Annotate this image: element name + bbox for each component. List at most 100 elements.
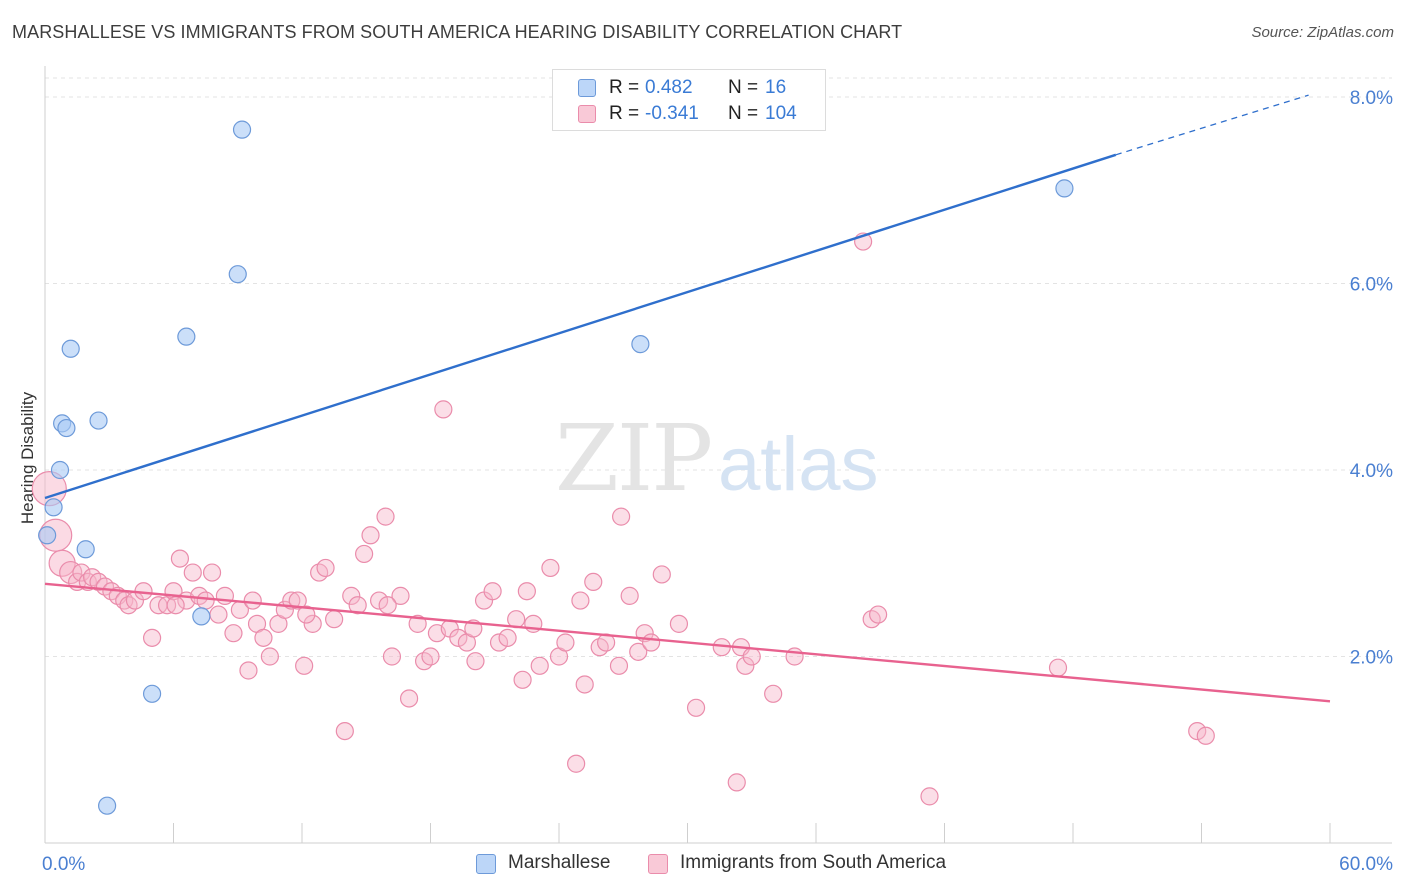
immigrants-point xyxy=(517,582,536,601)
immigrants-point xyxy=(620,586,639,605)
immigrants-point xyxy=(183,563,202,582)
immigrants-point xyxy=(382,647,402,666)
marshallese-point xyxy=(76,540,95,559)
marshallese-point xyxy=(232,120,252,139)
x-tick-label: 60.0% xyxy=(1339,854,1393,875)
y-tick-label: 2.0% xyxy=(1350,648,1393,669)
marshallese-trend-line xyxy=(44,153,1117,500)
immigrants-point xyxy=(391,586,410,605)
immigrants-point xyxy=(434,400,453,419)
immigrants-point xyxy=(378,596,397,615)
immigrants-point xyxy=(72,563,91,582)
immigrants-point xyxy=(1188,721,1207,741)
immigrants-point xyxy=(764,684,783,703)
immigrants-point xyxy=(629,642,648,661)
y-tick-label: 6.0% xyxy=(1350,275,1393,296)
immigrants-point xyxy=(297,605,316,624)
immigrants-point xyxy=(556,633,575,652)
marshallese-point xyxy=(44,498,63,517)
immigrants-point xyxy=(785,647,804,666)
r-label: R = xyxy=(609,77,640,98)
immigrants-point xyxy=(316,558,335,578)
immigrants-point xyxy=(170,549,190,568)
n-value: 16 xyxy=(765,77,787,98)
marshallese-point xyxy=(98,796,117,815)
immigrants-point xyxy=(641,633,661,652)
marshallese-point xyxy=(89,411,108,430)
immigrants-point xyxy=(376,507,395,526)
immigrants-point xyxy=(142,628,162,647)
marshallese-point xyxy=(192,607,211,626)
correlation-legend: R = 0.482 N = 16 R = -0.341 N = 104 xyxy=(552,69,826,131)
immigrants-point xyxy=(303,614,322,633)
watermark-zip: ZIP xyxy=(555,405,711,512)
immigrants-point xyxy=(575,675,594,694)
immigrants-point xyxy=(342,586,361,605)
immigrants-point xyxy=(239,661,258,680)
immigrants-point xyxy=(920,787,939,806)
y-axis-label: Hearing Disability xyxy=(18,391,37,524)
immigrants-point xyxy=(260,647,279,666)
immigrants-point xyxy=(449,628,468,647)
y-tick-label: 8.0% xyxy=(1350,88,1393,109)
marshallese-point xyxy=(61,339,80,358)
r-value: 0.482 xyxy=(645,77,693,98)
watermark-atlas: atlas xyxy=(718,422,879,507)
immigrants-trend-line xyxy=(44,582,1331,703)
marshallese-point xyxy=(142,684,162,703)
immigrants-point xyxy=(669,614,689,633)
immigrants-point xyxy=(355,544,374,564)
immigrants-point xyxy=(567,754,586,773)
immigrants-point xyxy=(541,558,560,578)
marshallese-point xyxy=(177,327,196,346)
immigrants-swatch-icon xyxy=(648,854,668,874)
marshallese-point xyxy=(38,526,57,545)
immigrants-point xyxy=(530,656,549,675)
immigrants-point xyxy=(483,582,502,601)
immigrants-point xyxy=(224,624,243,643)
n-value: 104 xyxy=(765,103,797,124)
legend-label: Immigrants from South America xyxy=(680,852,947,873)
r-value: -0.341 xyxy=(645,103,699,124)
immigrants-point xyxy=(288,591,307,610)
immigrants-point xyxy=(399,689,419,708)
immigrants-point xyxy=(209,605,228,624)
immigrants-point xyxy=(612,507,631,526)
legend-label: Marshallese xyxy=(508,852,611,873)
immigrants-point xyxy=(254,628,273,647)
chart-title: MARSHALLESE VS IMMIGRANTS FROM SOUTH AME… xyxy=(12,22,903,42)
marshallese-swatch-icon xyxy=(578,79,596,97)
y-tick-label: 4.0% xyxy=(1350,461,1393,482)
immigrants-point xyxy=(1196,726,1215,745)
immigrants-point xyxy=(370,591,389,610)
immigrants-point xyxy=(408,614,427,633)
immigrants-point xyxy=(466,652,485,671)
immigrants-point xyxy=(489,633,509,652)
immigrants-point xyxy=(727,773,746,792)
immigrants-point xyxy=(513,670,532,689)
series-legend: Marshallese Immigrants from South Americ… xyxy=(0,852,1406,878)
source-label: Source: ZipAtlas.com xyxy=(1251,24,1394,41)
immigrants-point xyxy=(295,656,314,675)
n-label: N = xyxy=(728,103,759,124)
immigrants-point xyxy=(196,591,215,610)
immigrants-point xyxy=(335,721,354,741)
marshallese-point xyxy=(50,460,70,480)
immigrants-point xyxy=(498,628,517,647)
immigrants-point xyxy=(348,596,367,615)
immigrants-point xyxy=(652,565,671,584)
immigrants-point xyxy=(869,605,888,624)
immigrants-point xyxy=(571,591,590,610)
marshallese-trend-extension xyxy=(1115,94,1309,156)
immigrants-point xyxy=(325,610,344,629)
immigrants-point xyxy=(742,647,761,666)
immigrants-swatch-icon xyxy=(578,105,596,123)
marshallese-swatch-icon xyxy=(476,854,496,874)
immigrants-point xyxy=(202,563,222,582)
immigrants-point xyxy=(166,596,185,615)
x-tick-label: 0.0% xyxy=(42,854,85,875)
immigrants-point xyxy=(59,560,83,585)
n-label: N = xyxy=(728,77,759,98)
marshallese-point xyxy=(1055,179,1074,198)
